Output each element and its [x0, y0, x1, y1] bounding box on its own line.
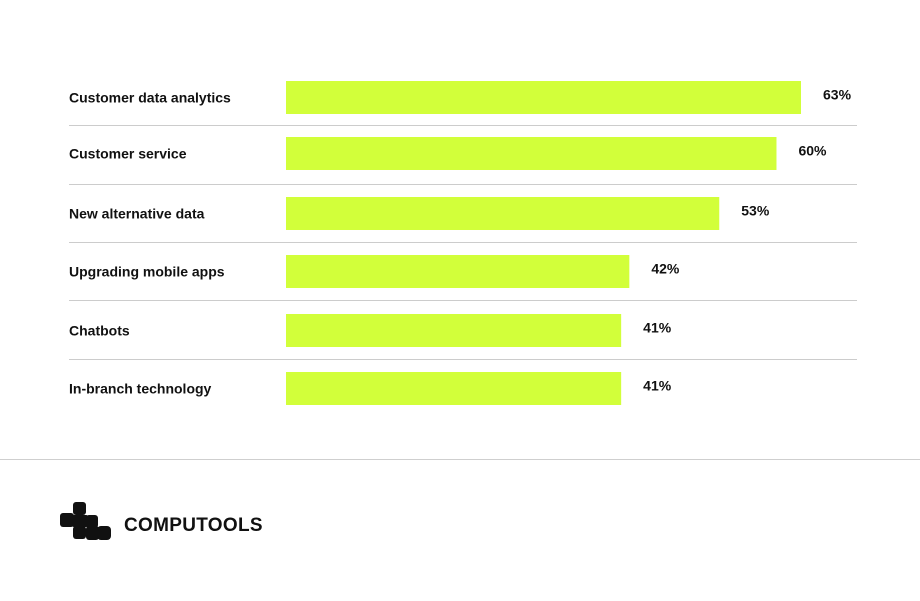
value-label: 53%: [741, 203, 770, 219]
value-label: 60%: [798, 143, 827, 159]
bar: [286, 197, 720, 230]
value-label: 42%: [651, 261, 680, 277]
category-label: Customer service: [69, 146, 187, 162]
bar: [286, 255, 630, 288]
category-label: New alternative data: [69, 206, 205, 222]
bar: [286, 137, 777, 170]
category-label: Customer data analytics: [69, 90, 231, 106]
computools-logo-icon: [60, 502, 111, 540]
bar: [286, 314, 622, 347]
category-label: Chatbots: [69, 323, 130, 339]
brand: COMPUTOOLS: [60, 502, 263, 542]
category-label: In-branch technology: [69, 381, 212, 397]
category-label: Upgrading mobile apps: [69, 264, 225, 280]
bar: [286, 81, 801, 114]
value-label: 41%: [643, 378, 672, 394]
value-label: 63%: [823, 87, 852, 103]
bar-chart: Customer data analytics 63% Customer servi…: [69, 81, 857, 405]
brand-name: COMPUTOOLS: [124, 515, 263, 536]
footer-divider: [0, 459, 920, 460]
bar: [286, 372, 622, 405]
value-label: 41%: [643, 320, 672, 336]
